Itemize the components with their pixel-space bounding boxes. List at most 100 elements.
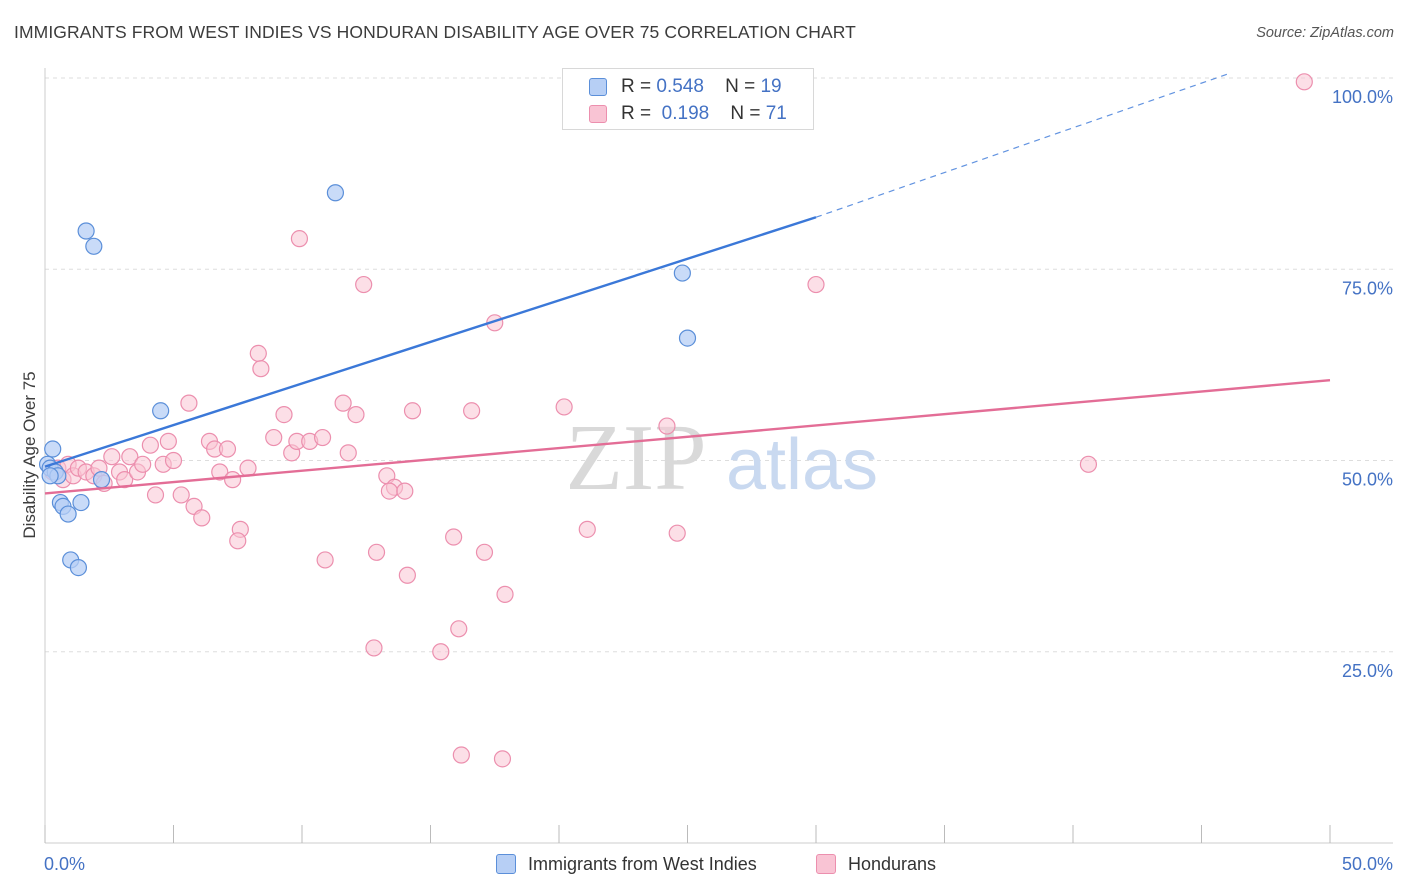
hondurans-point [432,643,450,661]
hondurans-point [807,275,825,294]
hondurans-point [475,543,494,561]
stats-row-west-indies: R = 0.548 N = 19 [589,74,782,100]
hondurans-point [316,551,334,569]
hondurans-point [380,482,398,500]
x-tick-labels: 0.0% 50.0% [44,854,1393,874]
hondurans-point [275,406,293,424]
watermark-atlas: atlas [726,425,878,505]
west-indies-point [85,237,103,255]
west-indies-point [69,558,88,577]
hondurans-point [249,344,267,362]
hondurans-point [121,448,139,466]
n-value-west-indies: 19 [760,76,782,97]
hondurans-point [367,543,386,561]
hondurans-point [229,532,247,550]
west-indies-point [673,264,691,282]
hondurans-point [180,394,198,412]
hondurans-point [403,402,422,420]
r-value-hondurans: 0.198 [661,103,710,124]
hondurans-trend-line [44,378,1331,495]
hondurans-point [218,440,237,458]
hondurans-point [496,585,514,603]
west-indies-points [38,184,697,577]
hondurans-point [134,455,152,473]
stats-legend: R = 0.548 N = 19 R = 0.198 N = 71 [562,68,814,130]
hondurans-point [164,451,183,470]
chart-title: IMMIGRANTS FROM WEST INDIES VS HONDURAN … [14,22,856,42]
hondurans-point [398,566,416,584]
hondurans-point [239,459,257,477]
west-indies-point [41,467,59,485]
hondurans-point [347,406,365,424]
hondurans-points [44,73,1313,768]
hondurans-point [141,436,159,454]
axes [44,68,1393,844]
legend-label-hondurans: Hondurans [848,853,937,874]
r-label: R = [621,76,652,97]
y-tick-label: 100.0% [1332,87,1393,107]
hondurans-point [658,417,676,435]
n-label: N = [730,103,761,124]
hondurans-point [555,398,573,416]
n-value-hondurans: 71 [765,103,787,124]
west-indies-point [92,471,111,489]
hondurans-point [159,432,177,450]
hondurans-point [172,486,190,504]
y-tick-label: 25.0% [1342,661,1393,681]
hondurans-point [1295,73,1313,91]
hondurans-point [445,528,463,546]
hondurans-point [224,471,242,489]
x-tick-label-max: 50.0% [1342,854,1393,874]
r-label: R = [621,103,652,124]
r-value-west-indies: 0.548 [656,76,704,97]
hondurans-point [493,750,512,768]
hondurans-point [339,444,357,462]
west-indies-trend-extension [815,73,1228,218]
legend-item-west-indies: Immigrants from West Indies [496,851,757,877]
hondurans-point [334,394,352,412]
hondurans-swatch [589,105,607,123]
west-indies-swatch [589,78,607,96]
west-indies-point [59,505,77,523]
west-indies-point [152,402,170,420]
x-tick-label-min: 0.0% [44,854,85,874]
y-tick-label: 50.0% [1342,470,1393,490]
y-tick-label: 75.0% [1342,278,1393,298]
west-indies-point [44,440,62,458]
hondurans-point [1079,455,1098,473]
trend-lines [44,73,1331,495]
hondurans-point [578,520,596,538]
watermark-zip: ZIP [566,406,707,510]
hondurans-point [313,428,332,447]
hondurans-point [116,471,134,489]
stats-row-hondurans: R = 0.198 N = 71 [589,101,787,127]
hondurans-point [146,486,165,504]
hondurans-point [463,402,481,420]
source-label: Source: ZipAtlas.com [1256,25,1394,41]
legend-swatch-west-indies [496,854,516,874]
legend-swatch-hondurans [816,854,836,874]
n-label: N = [725,76,756,97]
hondurans-point [265,428,283,447]
hondurans-point [103,448,121,466]
hondurans-point [290,230,309,248]
west-indies-point [678,329,697,347]
legend-label-west-indies: Immigrants from West Indies [528,853,757,874]
hondurans-point [450,620,468,638]
west-indies-point [326,184,345,202]
hondurans-point [452,746,470,764]
hondurans-point [668,524,686,542]
hondurans-point [396,482,414,500]
y-axis-title: Disability Age Over 75 [20,371,39,538]
watermark: ZIP atlas [566,406,879,510]
hondurans-point [211,463,229,481]
west-indies-trend-line [44,216,817,468]
legend-item-hondurans: Hondurans [816,851,936,877]
hondurans-point [355,275,373,294]
west-indies-point [72,493,90,512]
hondurans-point [365,639,383,657]
hondurans-point [193,509,211,527]
y-tick-labels: 25.0% 50.0% 75.0% 100.0% [1332,87,1393,681]
grid-lines [45,77,1393,653]
